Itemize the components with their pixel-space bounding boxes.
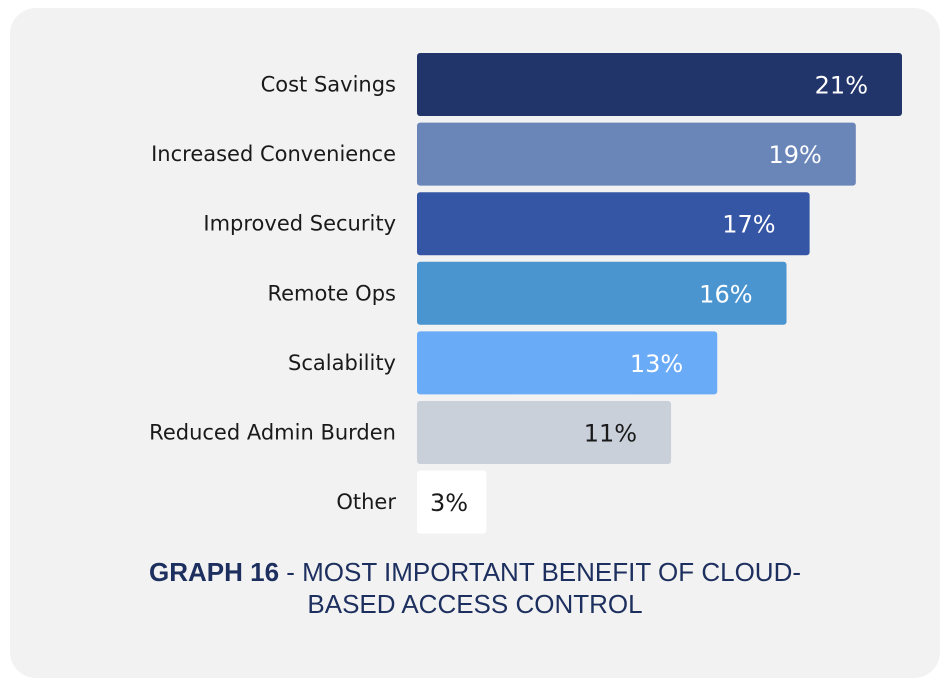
bar-improved-security: [417, 192, 810, 256]
bar-cost-savings: [417, 53, 902, 116]
category-label: Improved Security: [203, 212, 396, 236]
category-label: Increased Convenience: [151, 142, 396, 166]
category-label: Other: [336, 490, 396, 514]
caption-title-line2: BASED ACCESS CONTROL: [307, 589, 643, 619]
value-label: 16%: [699, 280, 752, 308]
category-label: Remote Ops: [267, 281, 396, 305]
bar-scalability: [417, 331, 718, 395]
caption-title-line1: - MOST IMPORTANT BENEFIT OF CLOUD-: [279, 557, 801, 587]
caption-graph-number: GRAPH 16: [148, 557, 280, 587]
value-label: 19%: [768, 141, 821, 169]
bar-increased-convenience: [417, 122, 856, 186]
category-label: Reduced Admin Burden: [149, 421, 396, 445]
bar-other: [417, 470, 487, 534]
value-label: 11%: [584, 420, 637, 448]
value-label: 13%: [630, 350, 683, 378]
bar-reduced-admin-burden: [417, 401, 672, 464]
bar-remote-ops: [417, 261, 787, 325]
value-label: 17%: [722, 211, 775, 239]
category-label: Cost Savings: [261, 73, 396, 97]
value-label: 3%: [430, 489, 468, 517]
category-label: Scalability: [288, 351, 396, 375]
chart-caption: GRAPH 16 - MOST IMPORTANT BENEFIT OF CLO…: [0, 556, 950, 620]
value-label: 21%: [815, 72, 868, 100]
